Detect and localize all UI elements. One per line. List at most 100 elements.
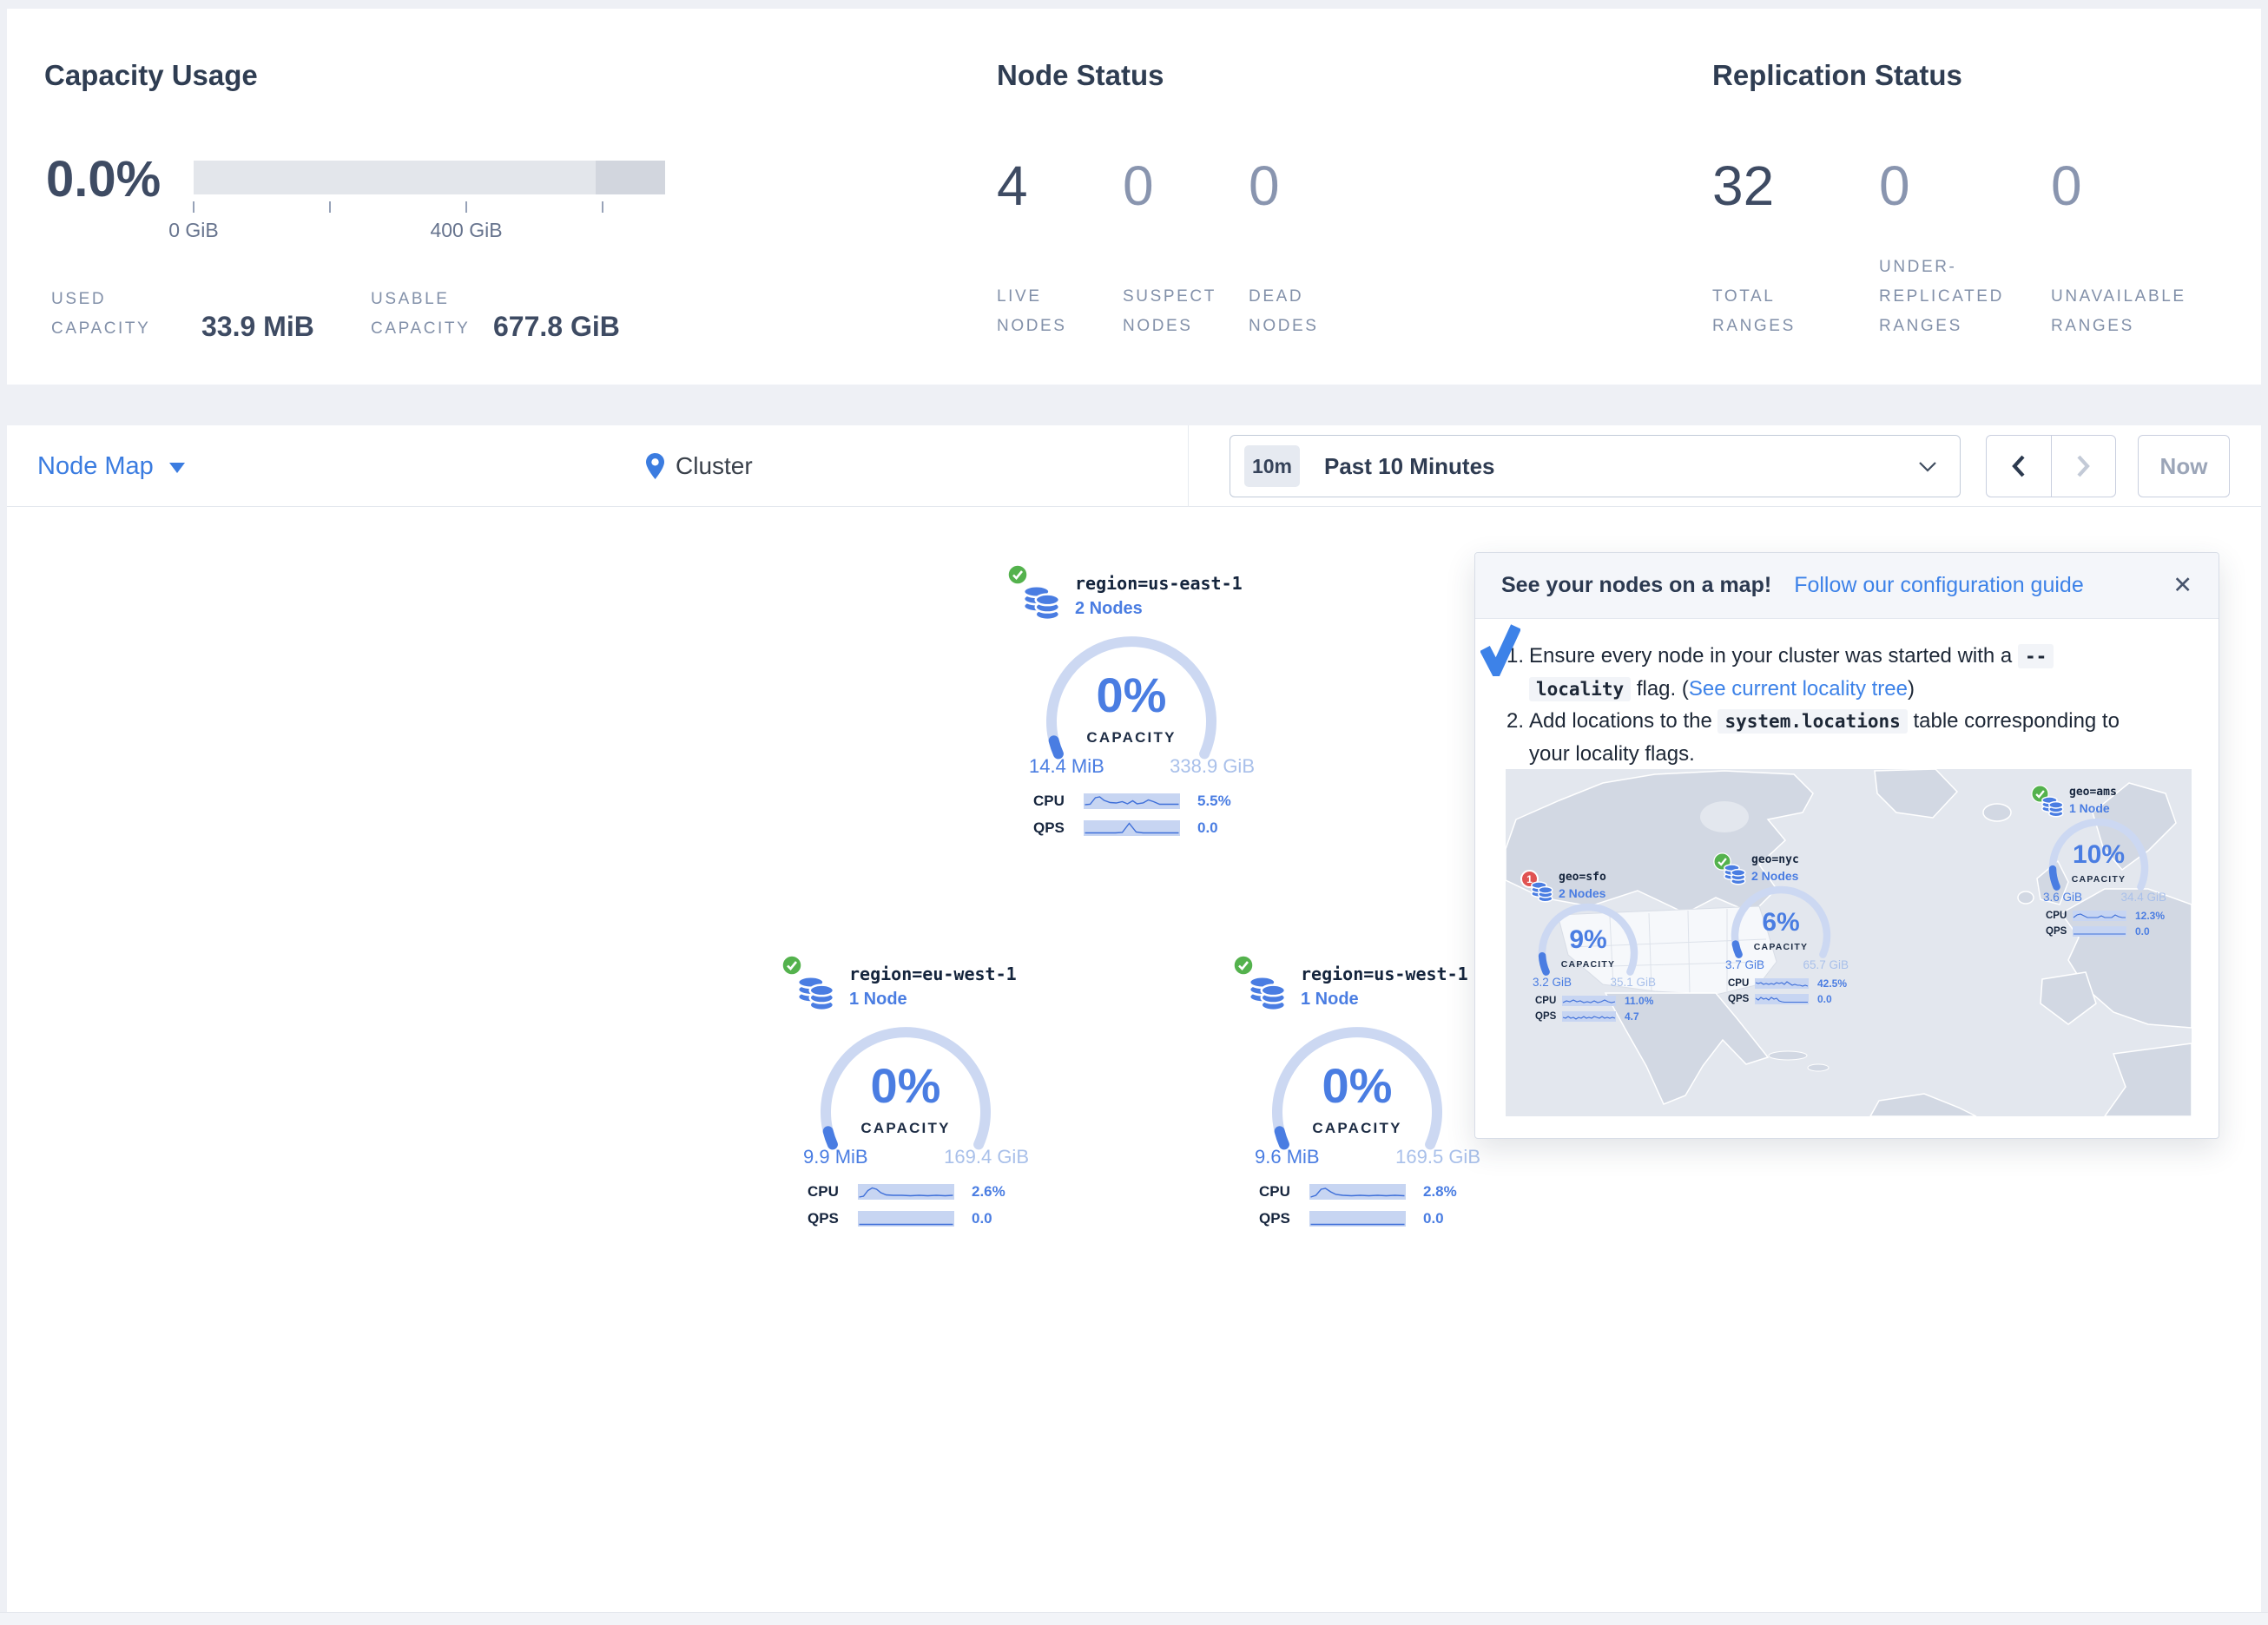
qps-sparkline xyxy=(1084,820,1180,836)
code-locality-flag-a: -- xyxy=(2017,644,2054,668)
qps-sparkline xyxy=(2073,925,2126,937)
qps-label: QPS xyxy=(1259,1210,1290,1227)
capacity-percent: 0% xyxy=(870,1058,941,1113)
capacity-gauge xyxy=(2048,818,2149,891)
close-icon[interactable]: ✕ xyxy=(2172,572,2192,598)
capacity-gauge xyxy=(1046,636,1216,760)
axis-tick xyxy=(329,201,331,213)
axis-tick-label: 0 GiB xyxy=(168,219,219,241)
cpu-sparkline xyxy=(1309,1184,1406,1200)
suspect-nodes-count: 0 xyxy=(1123,155,1154,217)
capacity-gauge xyxy=(1272,1027,1442,1150)
locality-name: geo=nyc xyxy=(1751,853,1799,866)
chevron-left-icon xyxy=(2011,455,2025,477)
total-value: 169.5 GiB xyxy=(1395,1146,1480,1168)
axis-tick xyxy=(193,201,194,213)
status-ok-icon xyxy=(1007,564,1028,585)
cpu-label: CPU xyxy=(1033,793,1065,809)
cpu-row: CPU 12.3% xyxy=(2046,910,2167,922)
cpu-row: CPU 42.5% xyxy=(1728,977,1849,990)
replication-status-title: Replication Status xyxy=(1712,59,1962,91)
region-card-us-east-1[interactable]: region=us-east-1 2 Nodes 0% CAPACITY 14.… xyxy=(1005,562,1259,849)
cpu-sparkline xyxy=(2073,910,2126,921)
cpu-value: 2.6% xyxy=(972,1183,1005,1200)
locality-node-count: 1 Node xyxy=(2069,801,2110,815)
node-map-config-popup: See your nodes on a map! Follow our conf… xyxy=(1474,552,2219,1139)
cpu-label: CPU xyxy=(808,1183,839,1200)
capacity-gauge xyxy=(1538,903,1638,976)
code-locality-flag-b: locality xyxy=(1529,677,1632,701)
breadcrumb-label: Cluster xyxy=(676,452,753,479)
capacity-usage-title: Capacity Usage xyxy=(44,59,258,91)
locality-name: geo=ams xyxy=(2069,786,2117,799)
database-stack-icon xyxy=(1248,975,1287,1012)
dead-nodes-count: 0 xyxy=(1249,155,1280,217)
cpu-label: CPU xyxy=(1535,995,1557,1006)
qps-value: 0.0 xyxy=(1817,992,1832,1005)
configuration-guide-link[interactable]: Follow our configuration guide xyxy=(1794,573,2084,597)
qps-sparkline xyxy=(1309,1211,1406,1227)
capacity-usage-bar-tail xyxy=(596,161,665,194)
qps-value: 0.0 xyxy=(1197,819,1218,836)
map-marker-geo-sfo[interactable]: 1 geo=sfo 2 Nodes 9% CAPACITY 3.2 GiB xyxy=(1519,868,1666,1029)
cpu-label: CPU xyxy=(1728,977,1750,989)
qps-row: QPS 0.0 xyxy=(2046,925,2167,938)
qps-label: QPS xyxy=(808,1210,839,1227)
region-name: region=us-east-1 xyxy=(1075,573,1243,594)
code-system-locations: system.locations xyxy=(1717,709,1908,734)
qps-value: 0.0 xyxy=(972,1210,992,1227)
breadcrumb[interactable]: Cluster xyxy=(643,425,753,507)
cpu-value: 42.5% xyxy=(1817,977,1848,990)
total-value: 34.4 GiB xyxy=(2120,891,2166,904)
status-ok-icon xyxy=(781,955,802,976)
time-range-dropdown[interactable]: 10m Past 10 Minutes xyxy=(1230,435,1961,497)
database-stack-icon xyxy=(1531,881,1553,903)
view-toolbar: Node Map Cluster 10m Past 10 Minutes xyxy=(7,425,2261,507)
capacity-label: CAPACITY xyxy=(1086,729,1177,746)
qps-value: 4.7 xyxy=(1625,1010,1639,1023)
map-marker-geo-ams[interactable]: geo=ams 1 Node 10% CAPACITY 3.6 GiB 34.4… xyxy=(2029,783,2177,944)
time-nav-buttons xyxy=(1986,435,2116,497)
region-card-us-west-1[interactable]: region=us-west-1 1 Node 0% CAPACITY 9.6 … xyxy=(1231,953,1485,1240)
region-name: region=eu-west-1 xyxy=(849,964,1017,984)
used-capacity-label: USED CAPACITY xyxy=(51,290,151,338)
qps-row: QPS 0.0 xyxy=(808,1210,1030,1227)
unavailable-ranges-count: 0 xyxy=(2051,155,2082,217)
total-ranges-count: 32 xyxy=(1712,155,1775,217)
region-node-count: 2 Nodes xyxy=(1075,599,1143,618)
database-stack-icon xyxy=(1022,584,1061,622)
capacity-values: 3.2 GiB 35.1 GiB xyxy=(1533,976,1656,989)
dead-nodes-label: DEAD NODES xyxy=(1249,287,1319,335)
qps-sparkline xyxy=(1562,1010,1616,1022)
qps-row: QPS 0.0 xyxy=(1033,819,1256,837)
cpu-value: 5.5% xyxy=(1197,793,1231,809)
used-value: 14.4 MiB xyxy=(1029,755,1104,777)
cpu-value: 11.0% xyxy=(1625,994,1654,1007)
database-stack-icon xyxy=(2041,796,2064,818)
capacity-usage-percent: 0.0% xyxy=(46,151,162,207)
time-next-button[interactable] xyxy=(2050,436,2116,497)
cpu-row: CPU 5.5% xyxy=(1033,793,1256,810)
caret-down-icon xyxy=(168,463,185,473)
unavailable-ranges-label: UNAVAILABLE RANGES xyxy=(2051,287,2186,335)
view-mode-dropdown[interactable]: Node Map xyxy=(37,425,185,507)
region-card-eu-west-1[interactable]: region=eu-west-1 1 Node 0% CAPACITY 9.9 … xyxy=(780,953,1033,1240)
locality-tree-link[interactable]: See current locality tree xyxy=(1688,677,1908,701)
time-prev-button[interactable] xyxy=(1987,436,2051,497)
capacity-values: 9.6 MiB 169.5 GiB xyxy=(1255,1146,1480,1168)
capacity-percent: 0% xyxy=(1322,1058,1393,1113)
database-stack-icon xyxy=(796,975,835,1012)
qps-sparkline xyxy=(1755,993,1809,1004)
capacity-gauge xyxy=(1731,885,1831,958)
cluster-summary-bar: Capacity Usage 0.0% 0 GiB 400 GiB USED C… xyxy=(7,9,2261,385)
map-marker-geo-nyc[interactable]: geo=nyc 2 Nodes 6% CAPACITY 3.7 GiB 65.7… xyxy=(1711,851,1859,1011)
cpu-sparkline xyxy=(858,1184,954,1200)
map-pin-icon xyxy=(646,453,664,479)
cpu-row: CPU 2.8% xyxy=(1259,1183,1481,1201)
capacity-percent: 6% xyxy=(1762,908,1800,937)
qps-row: QPS 0.0 xyxy=(1259,1210,1481,1227)
total-value: 169.4 GiB xyxy=(944,1146,1029,1168)
time-range-label: Past 10 Minutes xyxy=(1324,452,1495,479)
step-number: 2. xyxy=(1507,709,1525,733)
now-button[interactable]: Now xyxy=(2138,435,2230,497)
